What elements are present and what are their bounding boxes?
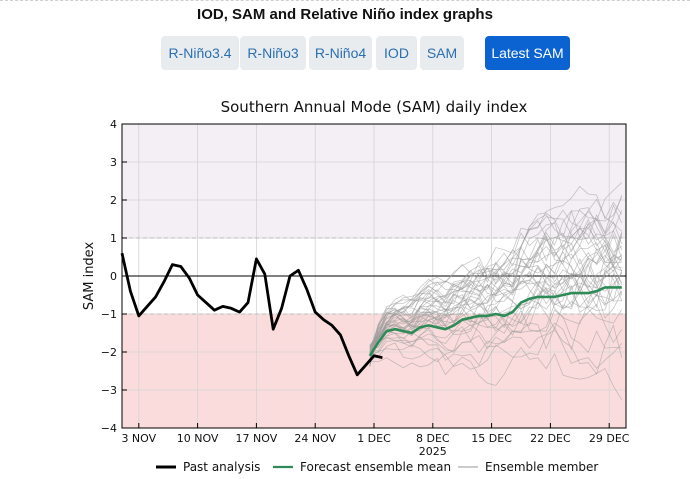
y-tick-label: 0 xyxy=(110,270,117,283)
y-axis-label: SAM index xyxy=(82,242,97,311)
tab-iod[interactable]: IOD xyxy=(376,36,417,70)
y-tick-label: −2 xyxy=(101,346,117,359)
ensemble-member-line xyxy=(369,209,623,356)
tab-latest-sam[interactable]: Latest SAM xyxy=(485,36,570,70)
ensemble-member-line xyxy=(369,232,623,353)
x-tick-label: 17 NOV xyxy=(236,432,278,445)
ensemble-member-line xyxy=(369,255,622,346)
ensemble-member-line xyxy=(369,309,622,356)
x-tick-label: 1 DEC xyxy=(357,432,391,445)
y-tick-label: −1 xyxy=(101,308,117,321)
x-tick-label: 10 NOV xyxy=(177,432,219,445)
x-tick-label: 24 NOV xyxy=(294,432,336,445)
y-tick-label: 2 xyxy=(110,194,117,207)
ensemble-member-line xyxy=(369,324,623,375)
x-tick-label: 3 NOV xyxy=(121,432,156,445)
tab-r-nino3[interactable]: R-Niño3 xyxy=(240,36,306,70)
chart-title: Southern Annual Mode (SAM) daily index xyxy=(221,98,528,116)
ensemble-member-line xyxy=(369,346,623,400)
ensemble-member-line xyxy=(369,228,623,354)
x-axis-year-label: 2025 xyxy=(419,445,447,458)
legend-label: Forecast ensemble mean xyxy=(300,460,451,474)
ensemble-members xyxy=(369,182,623,400)
ensemble-member-line xyxy=(369,209,623,362)
y-tick-label: 1 xyxy=(110,232,117,245)
ensemble-member-line xyxy=(369,216,623,350)
ensemble-member-line xyxy=(369,257,623,361)
gridlines xyxy=(122,123,626,429)
x-tick-label: 22 DEC xyxy=(530,432,571,445)
tab-r-nino4[interactable]: R-Niño4 xyxy=(309,36,372,70)
legend: Past analysis Forecast ensemble mean Ensem… xyxy=(156,460,598,474)
x-tick-label: 29 DEC xyxy=(589,432,630,445)
ensemble-member-line xyxy=(369,198,623,367)
ensemble-member-line xyxy=(369,194,623,346)
ensemble-member-line xyxy=(369,259,623,347)
y-tick-label: −3 xyxy=(101,384,117,397)
ensemble-member-line xyxy=(369,271,623,360)
ensemble-member-line xyxy=(369,236,622,349)
tab-r-nino34[interactable]: R-Niño3.4 xyxy=(161,36,239,70)
x-tick-label: 8 DEC xyxy=(416,432,450,445)
main-series xyxy=(120,252,622,377)
forecast-mean-line xyxy=(368,286,622,357)
y-tick-label: −4 xyxy=(101,422,117,435)
ensemble-member-line xyxy=(369,204,623,350)
tab-sam[interactable]: SAM xyxy=(420,36,464,70)
ensemble-member-line xyxy=(369,273,623,347)
page-title: IOD, SAM and Relative Niño index graphs xyxy=(197,6,493,23)
ensemble-member-line xyxy=(369,182,623,355)
top-divider xyxy=(0,0,690,1)
y-tick-label: 3 xyxy=(110,156,117,169)
legend-label: Ensemble member xyxy=(485,460,598,474)
ensemble-member-line xyxy=(369,251,623,348)
axes: −4 −3 −2 −1 0 1 2 3 4 3 NOV 10 NOV 17 NOV 24 NOV 1 DE… xyxy=(101,118,630,445)
index-tab-bar: R-Niño3.4 R-Niño3 R-Niño4 IOD SAM Latest… xyxy=(0,36,690,72)
legend-label: Past analysis xyxy=(183,460,260,474)
past-analysis-line xyxy=(120,252,383,377)
x-tick-label: 15 DEC xyxy=(471,432,512,445)
ensemble-member-line xyxy=(369,249,623,351)
y-tick-label: 4 xyxy=(110,118,117,131)
